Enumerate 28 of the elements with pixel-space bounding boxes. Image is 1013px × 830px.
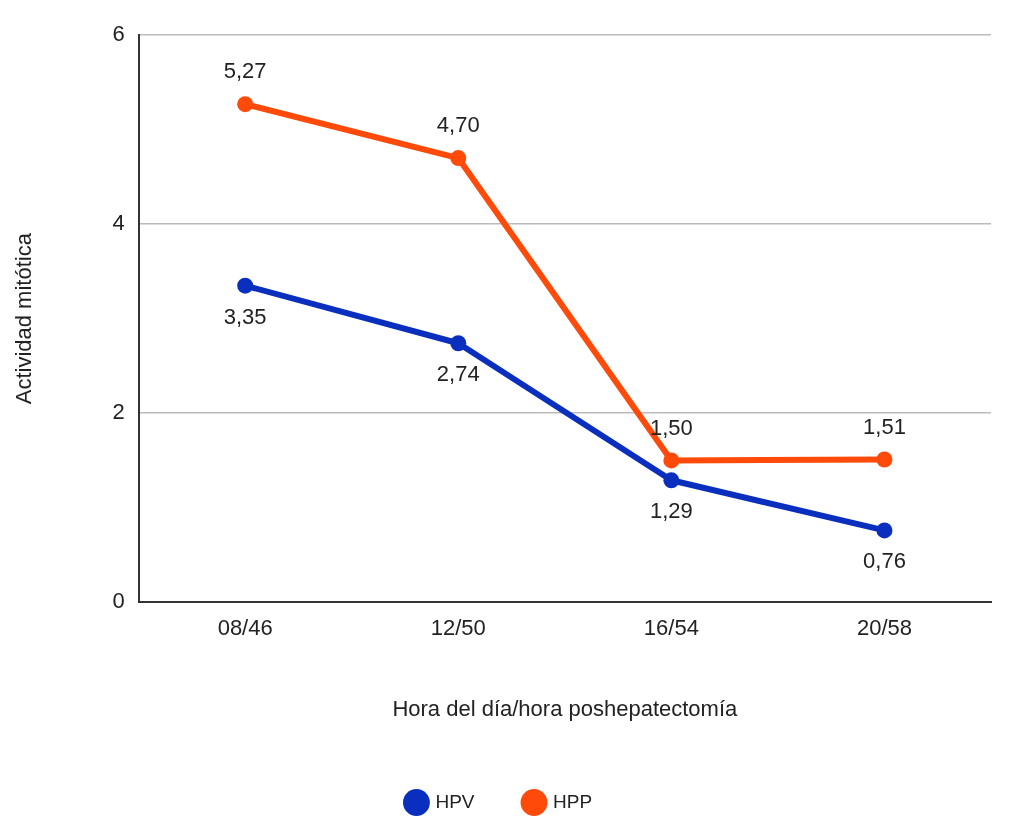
data-label: 1,51	[863, 413, 906, 439]
data-label: 1,50	[649, 414, 693, 440]
x-tick-label: 12/50	[430, 615, 486, 641]
x-tick-label: 16/54	[643, 615, 699, 641]
data-label: 2,74	[436, 361, 480, 387]
y-axis-title: Actividad mitótica	[11, 232, 37, 405]
x-tick-label: 20/58	[856, 615, 912, 641]
y-tick-label: 4	[112, 210, 125, 236]
point	[876, 451, 893, 468]
point	[663, 452, 680, 469]
point	[450, 335, 467, 352]
point	[663, 472, 680, 489]
data-label: 4,70	[436, 112, 480, 138]
y-tick-label: 6	[112, 21, 125, 47]
data-label: 1,29	[649, 498, 693, 524]
data-label: 5,27	[223, 58, 267, 84]
point	[450, 150, 467, 167]
legend-label: HPV	[435, 790, 475, 812]
point	[876, 522, 893, 539]
legend-label: HPP	[553, 790, 593, 812]
y-tick-label: 0	[112, 588, 125, 614]
x-axis-title: Hora del día/hora poshepatectomía	[392, 695, 739, 721]
data-label: 3,35	[223, 303, 267, 329]
point	[237, 96, 254, 113]
y-tick-label: 2	[112, 399, 125, 425]
point	[237, 277, 254, 294]
data-label: 0,76	[863, 548, 906, 574]
x-tick-label: 08/46	[217, 615, 273, 641]
